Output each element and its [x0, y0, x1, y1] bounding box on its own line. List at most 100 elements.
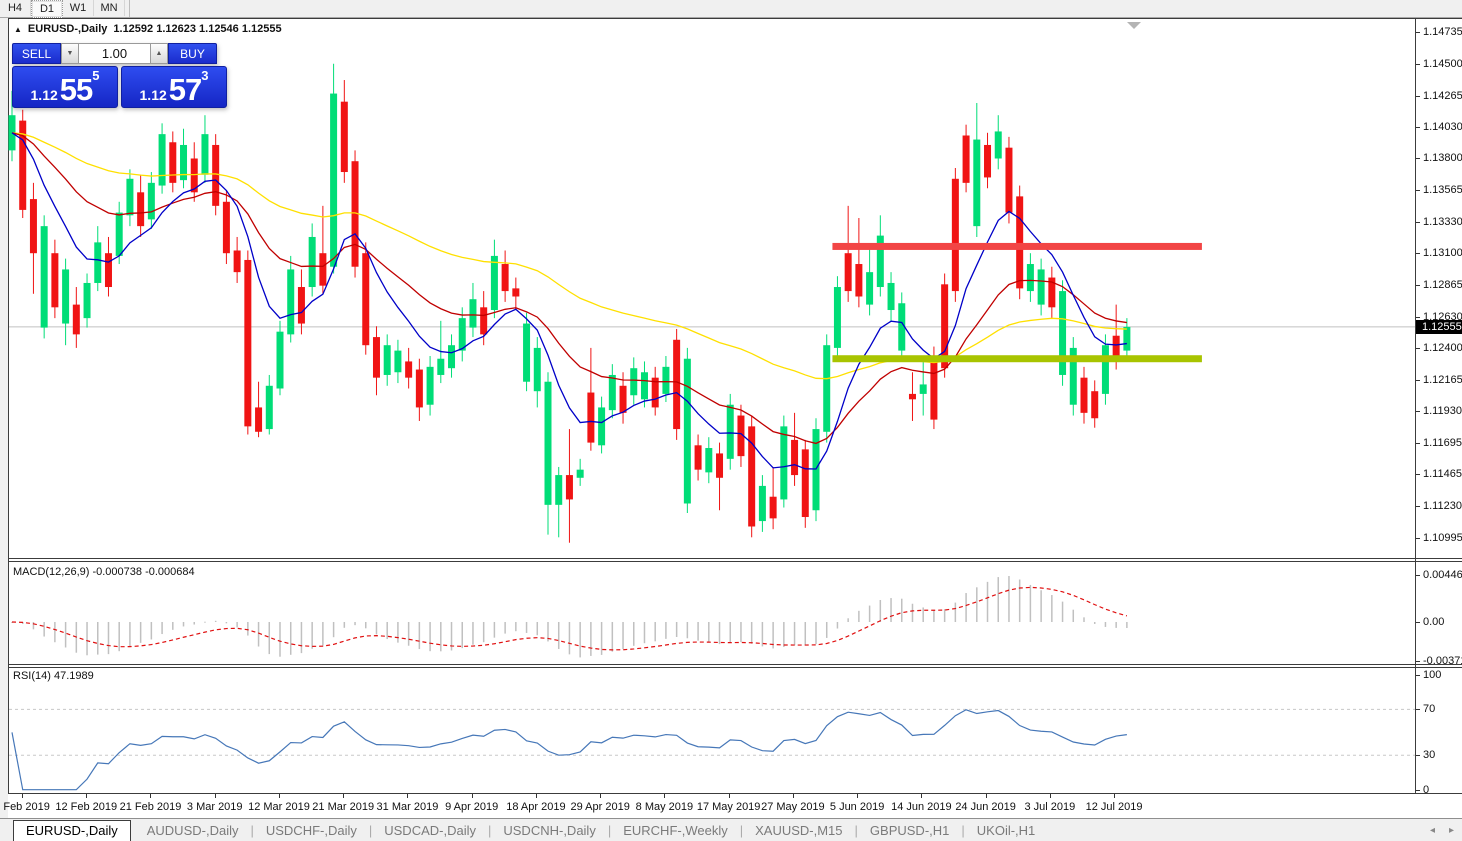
chart-title: ▲ EURUSD-,Daily 1.12592 1.12623 1.12546 … [14, 23, 282, 35]
date-label: 9 Apr 2019 [445, 801, 499, 813]
rsi-tick-label: 0 [1423, 783, 1430, 796]
price-tick-label: 1.12165 [1423, 373, 1462, 386]
rsi-tick-label: 100 [1423, 669, 1442, 681]
date-label: 17 May 2019 [696, 801, 761, 813]
timeframe-button-h4[interactable]: H4 [0, 0, 31, 16]
date-tick [407, 794, 409, 798]
axis-tick [1416, 709, 1420, 711]
price-tick-label: 1.11930 [1423, 405, 1462, 418]
date-tick [985, 794, 987, 798]
timeframe-button-w1[interactable]: W1 [63, 0, 94, 16]
axis-tick [1416, 675, 1420, 676]
date-tick [343, 794, 345, 798]
rsi-tick-label: 30 [1423, 749, 1436, 762]
axis-tick [1416, 158, 1420, 160]
sell-price-box[interactable]: 1.12 55 5 [12, 66, 118, 108]
macd-tick-label: 0.004465 [1423, 569, 1462, 582]
macd-tick-label: 0.00 [1423, 616, 1445, 628]
symbol-period-label: EURUSD-,Daily [27, 23, 108, 35]
tab-eurchf-weekly[interactable]: EURCHF-,Weekly [623, 823, 728, 838]
buy-price-sup: 3 [201, 68, 209, 83]
date-label: 14 Jun 2019 [891, 801, 952, 813]
pane-separator[interactable] [8, 561, 1462, 562]
ma-medium-line [11, 132, 1127, 445]
ma-slow-line [11, 132, 1127, 380]
volume-decrease-button[interactable]: ▼ [61, 43, 79, 64]
axis-tick [1416, 443, 1420, 445]
date-label: 8 May 2019 [635, 801, 694, 813]
axis-tick [1416, 127, 1420, 129]
axis-tick [1416, 190, 1420, 192]
tab-usdcad-daily[interactable]: USDCAD-,Daily [384, 823, 476, 838]
axis-tick [1416, 575, 1420, 577]
macd-label: MACD(12,26,9) -0.000738 -0.000684 [13, 566, 195, 578]
date-label: 12 Mar 2019 [248, 801, 310, 813]
axis-tick [1416, 316, 1420, 318]
one-click-trade-panel: SELL ▼ 1.00 ▲ BUY 1.12 55 5 1.12 57 3 [12, 43, 227, 108]
date-label: 3 Feb 2019 [0, 801, 50, 813]
pane-separator[interactable] [8, 664, 1462, 665]
tab-divider: | [487, 823, 492, 838]
axis-tick [1416, 789, 1420, 791]
tab-scroll-left-icon[interactable]: ◂ [1429, 825, 1435, 836]
tab-divider: | [607, 823, 612, 838]
date-tick [921, 794, 923, 798]
tab-divider: | [961, 823, 965, 838]
price-tick-label: 1.10995 [1423, 531, 1462, 544]
price-tick-label: 1.13565 [1423, 184, 1462, 197]
tab-xauusd-m15[interactable]: XAUUSD-,M15 [755, 823, 843, 838]
tab-eurusd-daily[interactable]: EURUSD-,Daily [13, 819, 131, 841]
buy-price-big: 57 [168, 72, 202, 107]
price-tick-label: 1.13330 [1423, 216, 1462, 229]
axis-tick [1416, 506, 1420, 508]
sell-button[interactable]: SELL [12, 43, 61, 64]
sell-price-big: 55 [59, 72, 93, 107]
price-tick-label: 1.12400 [1423, 341, 1462, 354]
rsi-pane[interactable] [9, 668, 1415, 792]
date-label: 5 Jun 2019 [829, 801, 885, 813]
date-label: 27 May 2019 [761, 801, 825, 813]
collapse-panel-icon[interactable]: ▲ [14, 24, 22, 34]
tab-ukoil-h1[interactable]: UKOil-,H1 [976, 823, 1036, 838]
date-tick [600, 794, 602, 798]
support-hline[interactable] [832, 355, 1202, 363]
pane-separator[interactable] [8, 558, 1462, 559]
rsi-label: RSI(14) 47.1989 [13, 670, 94, 682]
tab-usdcnh-daily[interactable]: USDCNH-,Daily [503, 823, 596, 838]
price-tick-label: 1.12630 [1423, 310, 1462, 323]
tab-scroll-arrows: ◂ ▸ [1430, 825, 1454, 836]
axis-tick [1416, 537, 1420, 539]
date-tick [1049, 794, 1051, 798]
timeframe-button-mn[interactable]: MN [94, 0, 125, 16]
price-tick-label: 1.13800 [1423, 152, 1462, 165]
date-tick [86, 794, 88, 798]
pane-separator[interactable] [8, 667, 1462, 668]
date-tick [471, 794, 473, 798]
price-tick-label: 1.13100 [1423, 247, 1462, 260]
tab-usdchf-daily[interactable]: USDCHF-,Daily [265, 823, 357, 838]
axis-tick [1416, 474, 1420, 476]
chart-shift-marker-icon[interactable] [1127, 22, 1141, 29]
buy-button[interactable]: BUY [168, 43, 217, 64]
price-pane[interactable] [8, 19, 1415, 558]
ma-fast-line [11, 132, 1127, 470]
ohlc-values: 1.12592 1.12623 1.12546 1.12555 [113, 23, 282, 35]
volume-input[interactable]: 1.00 [79, 43, 150, 64]
tab-audusd-daily[interactable]: AUDUSD-,Daily [146, 823, 239, 838]
date-label: 24 Jun 2019 [955, 801, 1016, 813]
macd-pane[interactable] [9, 563, 1415, 663]
tab-gbpusd-h1[interactable]: GBPUSD-,H1 [869, 823, 950, 838]
current-price-badge: 1.12555 [1416, 319, 1462, 334]
axis-tick [1416, 284, 1420, 286]
sell-price-prefix: 1.12 [30, 87, 58, 103]
resistance-hline[interactable] [832, 242, 1202, 250]
candles-group [8, 63, 1131, 543]
tab-scroll-right-icon[interactable]: ▸ [1448, 825, 1454, 836]
buy-price-box[interactable]: 1.12 57 3 [121, 66, 227, 108]
price-axis[interactable]: 1.14735 1.14500 1.14265 1.14030 1.13800 1.135… [1416, 19, 1462, 796]
buy-price-prefix: 1.12 [139, 87, 167, 103]
volume-increase-button[interactable]: ▲ [150, 43, 168, 64]
timeframe-button-d1[interactable]: D1 [31, 0, 63, 18]
toolbar-separator [129, 0, 130, 17]
